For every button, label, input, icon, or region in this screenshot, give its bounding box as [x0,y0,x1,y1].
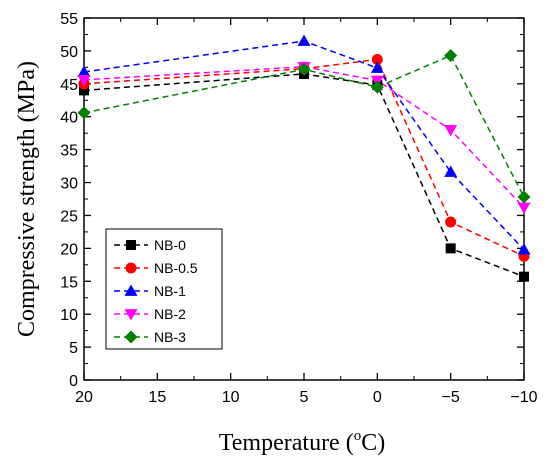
data-point-NB-1 [297,34,311,46]
series-line-NB-2 [83,65,525,209]
x-tick-label: 0 [373,389,382,406]
data-point-NB-2 [517,202,531,215]
series-group [77,34,531,282]
y-tick-label: 0 [69,373,78,390]
y-tick-label: 55 [60,11,78,28]
x-tick-label: −10 [510,389,537,406]
legend-marker [126,240,136,250]
data-point-NB-3 [444,49,458,63]
data-point-NB-2 [77,74,91,87]
x-axis-title-unit: C) [361,430,385,456]
data-point-NB-3 [77,106,91,120]
legend-label: NB-1 [154,283,186,299]
legend-box [105,228,223,350]
data-point-NB-3 [297,62,311,76]
legend: NB-0 NB-0.5 NB-1 NB-2 NB-3 [105,228,223,350]
data-point-NB-3 [517,190,531,204]
legend-label: NB-2 [154,306,186,322]
data-point-NB-0 [445,243,456,254]
y-tick-label: 5 [69,340,78,357]
x-tick-label: −5 [442,389,460,406]
x-axis-title-main: Temperature ( [219,430,354,456]
x-axis-title-superscript: o [354,428,362,444]
y-axis-title: Compressive strength (MPa) [14,61,40,337]
x-tick-label: 15 [148,389,166,406]
x-axis-title: Temperature (oC) [219,428,385,456]
data-point-NB-0 [79,85,89,96]
data-point-NB-0.5 [445,216,457,228]
data-point-NB-2 [444,125,458,137]
y-tick-label: 10 [60,307,78,324]
x-tick-label: 5 [300,389,309,406]
y-tick-label: 30 [60,176,78,193]
legend-marker [124,284,138,296]
x-tick-label: 10 [222,389,240,406]
data-point-NB-1 [77,65,91,77]
legend-label: NB-0.5 [154,260,198,276]
series-line-NB-0.5 [83,58,525,257]
y-tick-label: 40 [60,110,78,127]
y-tick-label: 35 [60,143,78,160]
data-point-NB-1 [370,61,384,73]
legend-label: NB-0 [154,237,186,253]
data-point-NB-1 [444,165,458,177]
y-tick-label: 45 [60,77,78,94]
data-point-NB-0 [519,271,529,282]
x-tick-label: 20 [75,389,93,406]
legend-marker [125,262,137,274]
y-tick-label: 25 [60,208,78,225]
series-line-NB-3 [83,54,525,198]
data-point-NB-0.5 [371,53,383,65]
data-point-NB-1 [517,243,531,255]
y-tick-label: 15 [60,274,78,291]
legend-label: NB-3 [154,329,186,345]
data-point-NB-3 [370,80,384,94]
y-tick-label: 50 [60,44,78,61]
legend-marker [124,330,138,344]
y-tick-label: 20 [60,241,78,258]
legend-marker [124,309,138,321]
